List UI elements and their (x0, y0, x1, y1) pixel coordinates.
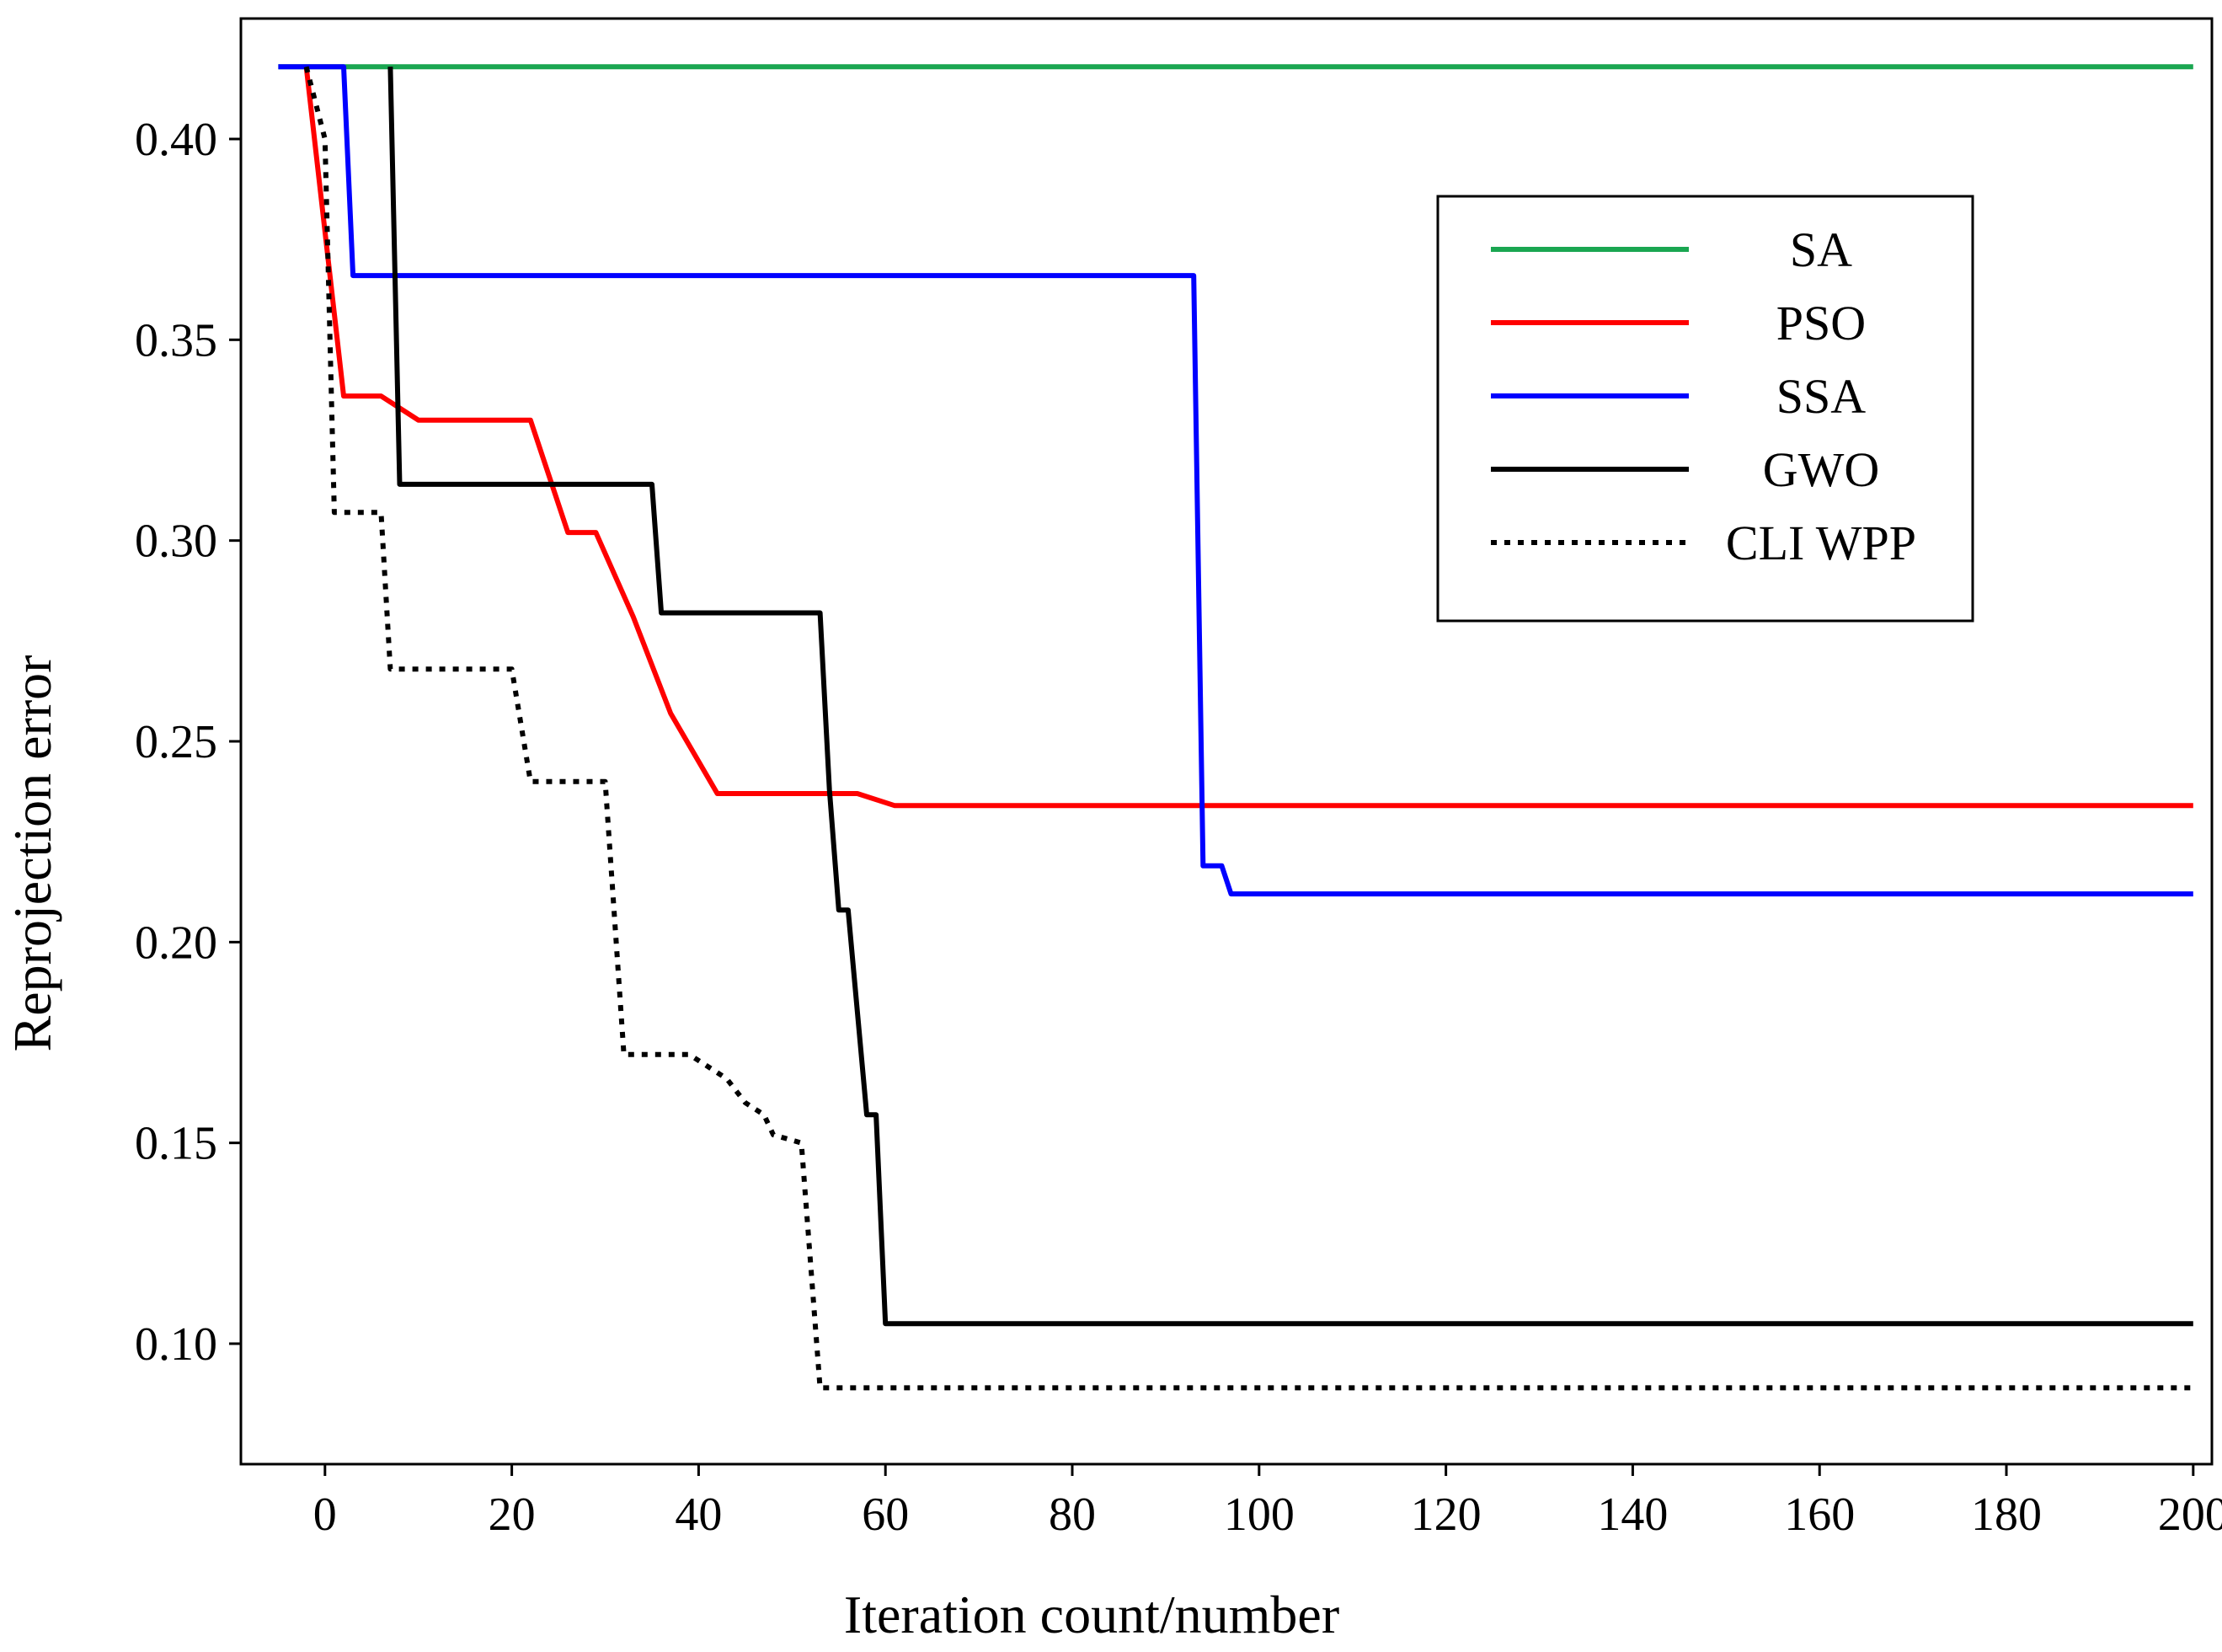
legend-label-pso: PSO (1776, 296, 1866, 350)
legend-label-ssa: SSA (1776, 369, 1867, 424)
series-line-ssa (278, 64, 2193, 897)
legend-label-sa: SA (1790, 222, 1852, 277)
legend: SA PSO SSA GWO CLI WPP (1436, 195, 1974, 623)
series-line-cli-wpp (303, 66, 2193, 1391)
x-tick-label: 20 (489, 1489, 536, 1541)
x-axis-label: Iteration count/number (844, 1585, 1339, 1644)
series-line-gwo (387, 67, 2193, 1327)
legend-label-cli-wpp: CLI WPP (1726, 516, 1916, 570)
x-tick-label: 60 (862, 1489, 909, 1541)
y-tick-label: 0.30 (135, 516, 217, 568)
y-tick-label: 0.25 (135, 716, 217, 768)
legend-items: SA PSO SSA GWO CLI WPP (1491, 222, 1916, 570)
x-tick-label: 80 (1049, 1489, 1096, 1541)
x-tick-label: 140 (1597, 1489, 1668, 1541)
x-tick-label: 120 (1411, 1489, 1482, 1541)
y-tick-label: 0.15 (135, 1118, 217, 1170)
series-line-pso (303, 66, 2193, 809)
x-tick-label: 180 (1971, 1489, 2042, 1541)
legend-label-gwo: GWO (1763, 442, 1880, 497)
x-tick-label: 160 (1784, 1489, 1855, 1541)
x-tick-label: 0 (313, 1489, 337, 1541)
x-tick-label: 40 (675, 1489, 722, 1541)
y-tick-label: 0.35 (135, 314, 217, 366)
series-layer (278, 64, 2193, 1391)
y-tick-label: 0.10 (135, 1318, 217, 1371)
y-axis-label: Reprojection error (3, 655, 62, 1052)
y-tick-label: 0.20 (135, 917, 217, 969)
x-tick-label: 100 (1224, 1489, 1295, 1541)
ticks-layer: 0 20 40 60 80 100 120 140 160 180 200 0.10 0.15 0.20 0… (135, 114, 2222, 1541)
y-tick-label: 0.40 (135, 114, 217, 166)
x-tick-label: 200 (2158, 1489, 2222, 1541)
legend-box (1436, 195, 1974, 623)
